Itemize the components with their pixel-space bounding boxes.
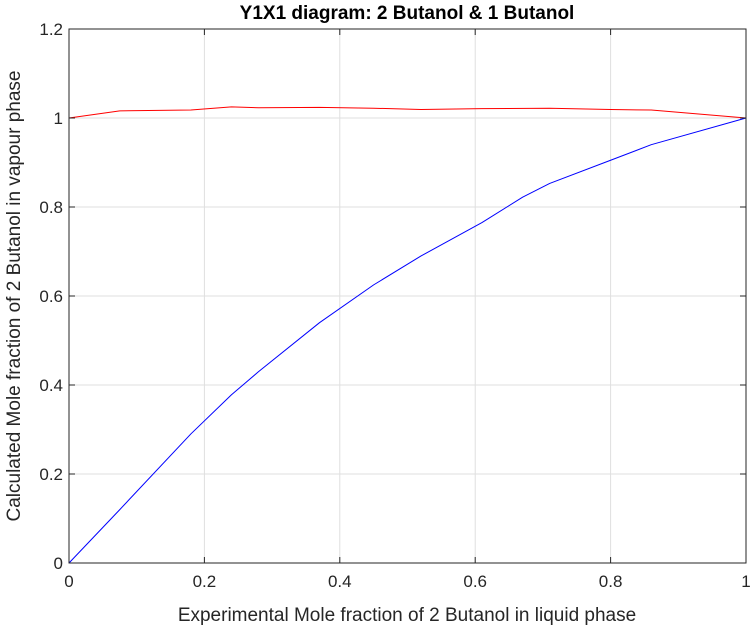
y-tick-label: 1 [54, 109, 63, 128]
x-tick-label: 1 [741, 572, 750, 591]
series-line-1 [68, 106, 747, 119]
x-tick-label: 0.4 [328, 572, 352, 591]
x-tick-label: 0 [64, 572, 73, 591]
ticks: 0 0.2 0.4 0.6 0.8 1 0 0.2 0.4 0.6 0.8 1 1.2 [39, 20, 750, 591]
y-tick-label: 0.2 [39, 465, 63, 484]
series-group [68, 106, 747, 564]
y-tick-label: 0.8 [39, 198, 63, 217]
y-tick-label: 0.4 [39, 376, 63, 395]
x-tick-label: 0.2 [193, 572, 217, 591]
x-tick-label: 0.6 [463, 572, 487, 591]
series-line-2 [68, 117, 747, 564]
x-tick-label: 0.8 [599, 572, 623, 591]
chart-title: Y1X1 diagram: 2 Butanol & 1 Butanol [240, 3, 575, 24]
y-tick-label: 0.6 [39, 287, 63, 306]
y-axis-label: Calculated Mole fraction of 2 Butanol in… [4, 71, 25, 522]
y-tick-label: 1.2 [39, 20, 63, 39]
grid [68, 28, 747, 564]
x-axis-label: Experimental Mole fraction of 2 Butanol … [178, 605, 636, 626]
y-tick-label: 0 [54, 554, 63, 573]
